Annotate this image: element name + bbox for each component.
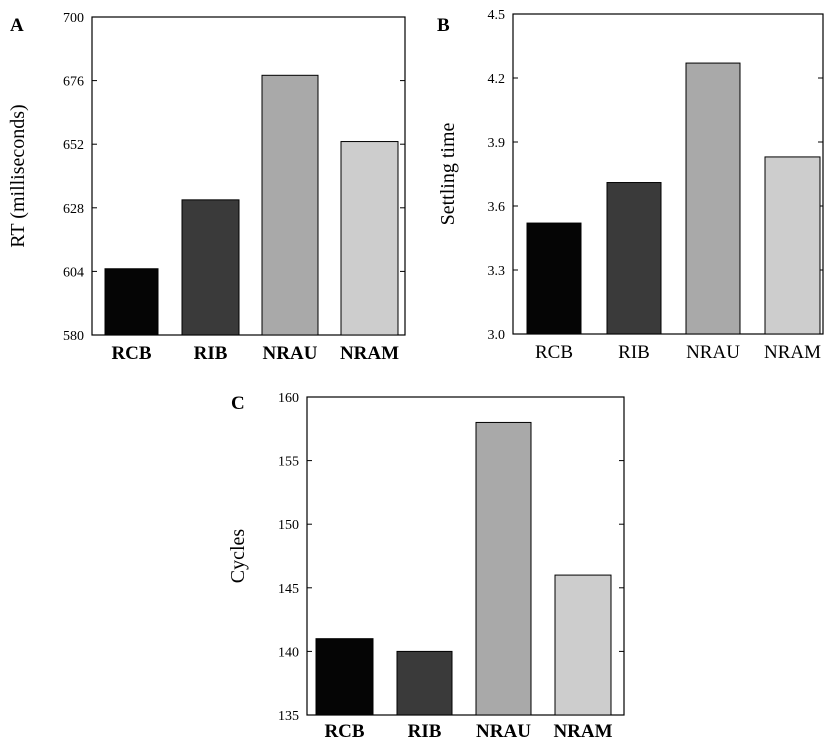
bar-b-rib (606, 182, 662, 335)
panel-c: C Cycles 135 140 145 150 155 160 RCB RIB NRAU NRA… (227, 391, 625, 739)
x-category-label-c: RCB (324, 721, 364, 739)
y-axis-label-b: Settling time (437, 122, 459, 225)
x-category-label-a: NRAU (263, 343, 318, 364)
x-category-label-c: RIB (408, 721, 442, 739)
bar-a-nram (340, 141, 399, 336)
y-tick-label-a: 580 (63, 329, 84, 344)
y-tick-label-b: 3.0 (488, 328, 506, 343)
panel-letter-b: B (437, 15, 450, 36)
panel-letter-a: A (10, 15, 24, 36)
bar-b-nram (764, 156, 821, 335)
bar-c-rib (396, 650, 453, 716)
bar-a-rib (181, 199, 240, 336)
panel-a: A RT (milliseconds) 580 604 628 652 676 700 RC… (7, 11, 406, 364)
x-category-label-b: NRAU (686, 342, 740, 363)
y-tick-label-b: 3.6 (488, 200, 506, 215)
x-category-label-b: RCB (535, 342, 573, 363)
y-tick-label-a: 628 (63, 202, 84, 217)
x-category-label-a: NRAM (340, 343, 399, 364)
x-category-label-a: RCB (111, 343, 151, 364)
y-tick-label-a: 676 (63, 75, 84, 90)
bar-c-rcb (315, 638, 374, 716)
y-axis-label-c: Cycles (227, 529, 249, 584)
y-tick-label-a: 652 (63, 138, 84, 153)
plot-frame-b (512, 13, 824, 335)
x-category-label-c: NRAU (476, 721, 531, 739)
plot-frame-a (91, 16, 406, 336)
x-category-label-a: RIB (194, 343, 228, 364)
panel-b: B Settling time 3.0 3.3 3.6 3.9 4.2 4.5 RCB RIB… (437, 8, 824, 363)
y-tick-label-c: 145 (278, 582, 299, 597)
bar-a-nrau (261, 74, 319, 336)
panel-letter-c: C (231, 393, 245, 414)
y-tick-label-c: 135 (278, 709, 299, 724)
x-category-label-c: NRAM (553, 721, 612, 739)
y-tick-label-b: 4.2 (488, 72, 506, 87)
y-tick-label-a: 700 (63, 11, 84, 26)
y-tick-label-b: 3.3 (488, 264, 506, 279)
bar-c-nram (554, 574, 612, 716)
y-axis-label-a: RT (milliseconds) (7, 104, 29, 247)
bar-c-nrau (475, 421, 532, 716)
bar-b-rcb (526, 222, 582, 335)
y-tick-label-c: 155 (278, 455, 299, 470)
x-category-label-b: NRAM (764, 342, 821, 363)
x-category-label-b: RIB (618, 342, 650, 363)
y-tick-label-a: 604 (63, 265, 84, 280)
plot-frame-c (306, 396, 625, 716)
y-tick-label-c: 150 (278, 518, 299, 533)
y-tick-label-b: 3.9 (488, 136, 506, 151)
y-tick-label-c: 140 (278, 645, 299, 660)
bar-b-nrau (685, 62, 741, 335)
y-tick-label-c: 160 (278, 391, 299, 406)
bar-a-rcb (104, 268, 159, 336)
y-tick-label-b: 4.5 (488, 8, 506, 23)
